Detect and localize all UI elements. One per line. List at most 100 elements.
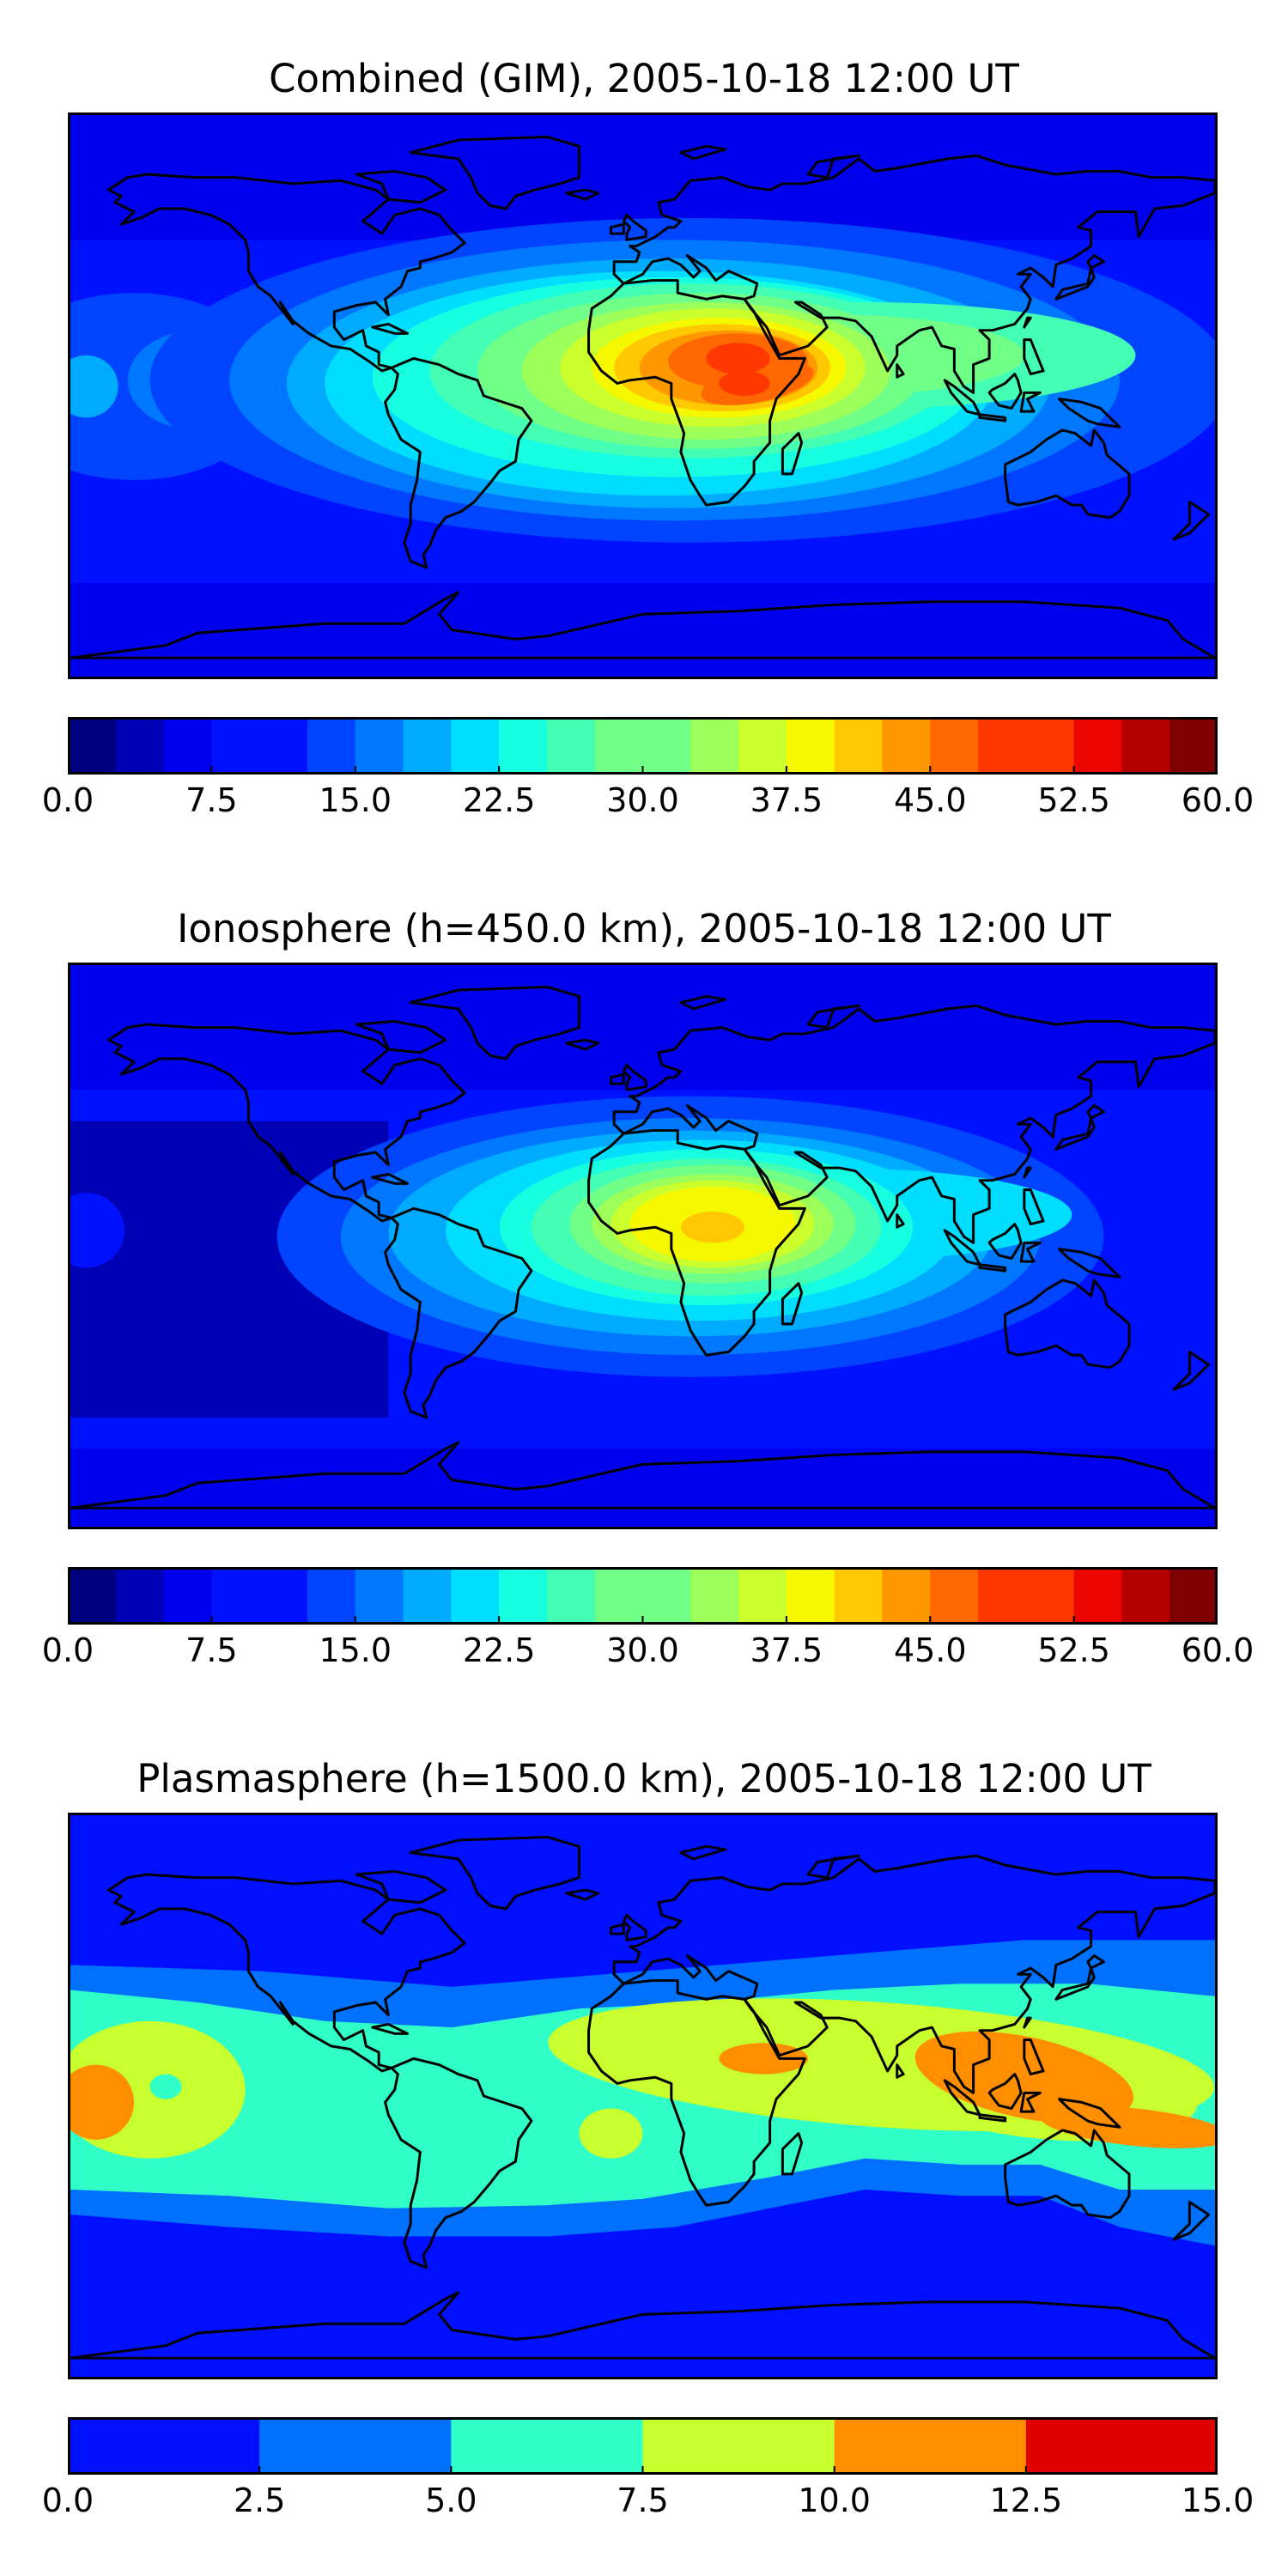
contour-level [719,2043,809,2075]
coastline-novaya [806,1004,860,1030]
coastline-cuba [371,2022,409,2035]
coastline-greenland [409,985,580,1060]
coastline-svalbard [679,144,727,161]
colorbar-segment [355,717,404,775]
colorbar-segment [307,1567,356,1625]
contour-level [719,370,770,397]
colorbar-segment [1025,1567,1075,1625]
coastline-australia [1004,2129,1131,2220]
colorbar-segment [403,1567,452,1625]
colorbar-tick-label: 0.0 [41,1631,94,1669]
colorbar-segment [163,717,212,775]
map-combined [68,112,1218,679]
colorbar-ionosphere [68,1567,1218,1625]
colorbar-plasmasphere-plot [68,2417,1218,2475]
colorbar-segment [594,1567,644,1625]
colorbar-segment [1170,1567,1218,1625]
coastline-newguinea [1058,2098,1121,2129]
contour-level [70,2064,135,2140]
coastline-southamerica [384,356,533,569]
field-layer [70,115,1215,677]
colorbar-tick-label: 2.5 [233,2482,286,2519]
colorbar-tick-label: 0.0 [41,781,94,819]
colorbar-segment [68,1567,117,1625]
colorbar-tick-label: 37.5 [750,781,823,819]
contour-level [149,2074,182,2099]
coastline-srilanka [896,363,905,379]
coastline-madagascar [781,2132,804,2176]
map-ionosphere [68,963,1218,1529]
colorbar-segment [882,717,931,775]
colorbar-tick-label: 7.5 [185,1631,238,1669]
coastline-baffin [355,1019,447,1054]
colorbar-segment [451,2417,644,2475]
coastline-ireland [609,1072,625,1085]
coastline-japan [1054,1104,1105,1151]
coastline-africa [587,279,806,507]
colorbar-tick-label: 12.5 [989,2482,1063,2519]
coastline-baffin [355,169,447,204]
coastline-eurasia [612,1854,1215,2094]
colorbar-tick-label: 45.0 [893,781,967,819]
colorbar-segment [499,717,548,775]
coastline-africa [587,1979,806,2207]
coastline-srilanka [896,1213,905,1229]
colorbar-segment [211,1567,260,1625]
colorbar-segment [451,717,500,775]
colorbar-tick-label: 15.0 [319,1631,392,1669]
coastline-sulawesi [1019,391,1042,413]
colorbar-segment [690,1567,739,1625]
coastline-iceland [565,188,600,201]
colorbar-segment [499,1567,548,1625]
colorbar-tick-label: 30.0 [606,1631,679,1669]
coastline-borneo [987,2073,1023,2111]
colorbar-tick-label: 37.5 [750,1631,823,1669]
colorbar-segment [786,717,835,775]
coastline-madagascar [781,1282,804,1326]
colorbar-segment [978,717,1027,775]
colorbar-tick-label: 7.5 [185,781,238,819]
coastline-greenland [409,135,580,210]
coastline-sulawesi [1019,1241,1042,1263]
colorbar-segment [786,1567,835,1625]
colorbar-segment [68,717,117,775]
colorbar-tick-label: 60.0 [1181,781,1255,819]
colorbar-segment [930,717,979,775]
colorbar-segment [115,1567,165,1625]
coastline-novaya [806,1854,860,1880]
coastline-newzealand [1172,2201,1211,2241]
colorbar-segment [738,717,787,775]
colorbar-segment [930,1567,979,1625]
coastline-philippines [1023,1188,1045,1226]
field-layer [70,1815,1215,2377]
coastline-iceland [565,1038,600,1051]
map-combined-plot [70,115,1215,677]
coastline-southamerica [384,2057,533,2269]
coastline-eurasia [612,154,1215,394]
colorbar-segment [307,717,356,775]
colorbar-tick-label: 0.0 [41,2482,94,2519]
coastline-uk [622,1063,647,1091]
colorbar-ionosphere-ticks: 0.0 7.5 15.0 22.5 30.0 37.5 45.0 52.5 60.0 [42,1630,1255,1690]
map-plasmasphere-plot [70,1815,1215,2377]
colorbar-segment [978,1567,1027,1625]
colorbar-tick-label: 60.0 [1181,1631,1255,1669]
coastline-ireland [609,1923,625,1935]
colorbar-segment [451,1567,500,1625]
colorbar-segment [1073,717,1123,775]
colorbar-ionosphere-plot [68,1567,1218,1625]
coastline-iceland [565,1888,600,1901]
coastline-uk [622,213,647,241]
contour-level [70,1193,125,1268]
coastline-greenland [409,1835,580,1911]
map-ionosphere-plot [70,965,1215,1527]
colorbar-segment [1073,1567,1123,1625]
coastline-australia [1004,428,1131,519]
coastline-northamerica [106,1873,466,2073]
coastline-novaya [806,154,860,179]
coastline-antarctica [70,2291,1215,2360]
coastline-taiwan [1023,1166,1032,1179]
coastline-philippines [1023,338,1045,376]
colorbar-segment [259,2417,452,2475]
colorbar-segment [642,1567,691,1625]
